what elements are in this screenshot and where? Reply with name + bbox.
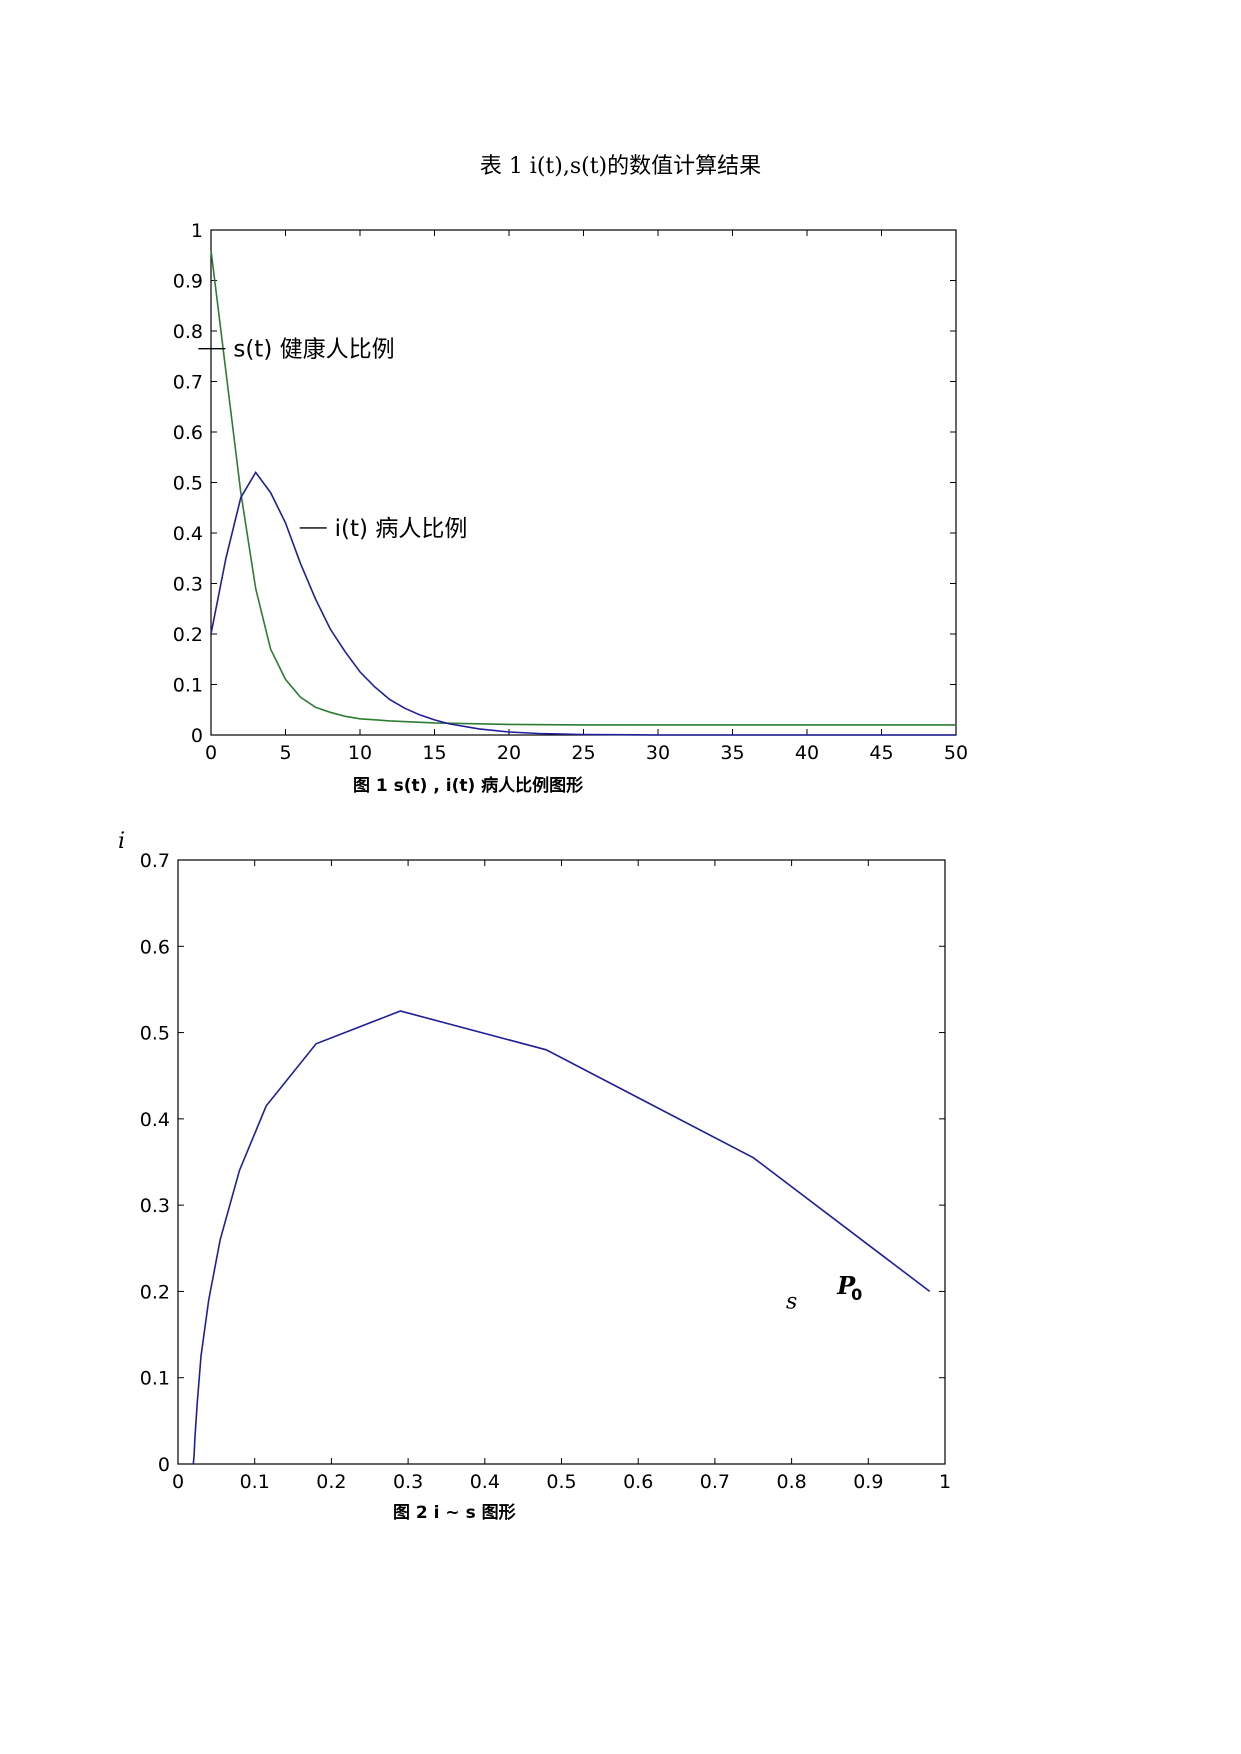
y-tick-label: 0.4 <box>173 523 203 545</box>
x-tick-label: 0.2 <box>316 1471 346 1493</box>
y-tick-label: 0.3 <box>173 574 203 596</box>
x-tick-label: 0 <box>172 1471 184 1493</box>
y-tick-label: 0.1 <box>173 675 203 697</box>
x-tick-label: 40 <box>795 742 819 764</box>
series-line-2 <box>210 470 956 736</box>
y-tick-label: 0.9 <box>173 271 203 293</box>
y-tick-label: 0.1 <box>140 1368 170 1390</box>
plot-frame <box>210 229 957 736</box>
y-tick-label: 0.8 <box>173 321 203 343</box>
y-tick-label: 0.3 <box>140 1195 170 1217</box>
point-label-subscript: 0 <box>851 1285 862 1304</box>
y-tick-label: 0.2 <box>173 624 203 646</box>
x-tick-label: 0.1 <box>240 1471 270 1493</box>
x-tick-label: 35 <box>720 742 744 764</box>
figure-caption: 图 2 i ~ s 图形 <box>393 1502 516 1523</box>
x-tick-label: 0 <box>205 742 217 764</box>
y-tick-label: 0.7 <box>140 850 170 872</box>
series-line-1 <box>192 1010 931 1465</box>
chart-i-vs-s: 0 0.1 0.2 0.3 0.4 0.5 0.6 0.7 0.8 0.9 1 0 0.1 0.2 0.3 0… <box>118 829 951 1523</box>
y-tick-label: 0.7 <box>173 372 203 394</box>
annotation-label-2: i(t) 病人比例 <box>335 516 468 542</box>
chart-s-i-vs-t: 0 5 10 15 20 25 30 35 40 45 50 0 0.1 0.2 0.3 0.4 0.5 0.6 0… <box>173 220 968 796</box>
y-tick-label: 0.2 <box>140 1281 170 1303</box>
x-tick-label: 5 <box>279 742 291 764</box>
y-tick-label: 1 <box>191 220 203 242</box>
x-tick-label: 45 <box>869 742 893 764</box>
x-tick-label: 0.9 <box>853 1471 883 1493</box>
plot-frame <box>177 859 946 1465</box>
y-tick-label: 0 <box>191 725 203 747</box>
x-tick-label: 20 <box>497 742 521 764</box>
x-tick-label: 15 <box>422 742 446 764</box>
x-tick-label: 30 <box>646 742 670 764</box>
x-tick-label: 0.3 <box>393 1471 423 1493</box>
page-title: 表 1 i(t),s(t)的数值计算结果 <box>479 154 762 179</box>
x-tick-label: 25 <box>571 742 595 764</box>
y-tick-label: 0.5 <box>173 473 203 495</box>
x-tick-label: 0.5 <box>546 1471 576 1493</box>
y-tick-label: 0.6 <box>173 422 203 444</box>
x-tick-label: 1 <box>939 1471 951 1493</box>
x-tick-label: 0.8 <box>776 1471 806 1493</box>
y-tick-label: 0.4 <box>140 1109 170 1131</box>
x-axis-label: s <box>786 1290 797 1315</box>
annotation-label-1: s(t) 健康人比例 <box>233 337 394 363</box>
point-label-p: P <box>836 1271 856 1300</box>
y-tick-label: 0.6 <box>140 936 170 958</box>
figure-caption: 图 1 s(t) , i(t) 病人比例图形 <box>353 775 583 796</box>
x-tick-label: 0.7 <box>700 1471 730 1493</box>
y-tick-label: 0.5 <box>140 1023 170 1045</box>
y-tick-label: 0 <box>158 1454 170 1476</box>
x-tick-label: 10 <box>348 742 372 764</box>
x-tick-label: 0.6 <box>623 1471 653 1493</box>
y-axis-label: i <box>118 829 125 854</box>
series-line-1 <box>210 250 956 726</box>
x-tick-label: 0.4 <box>470 1471 500 1493</box>
x-tick-label: 50 <box>944 742 968 764</box>
